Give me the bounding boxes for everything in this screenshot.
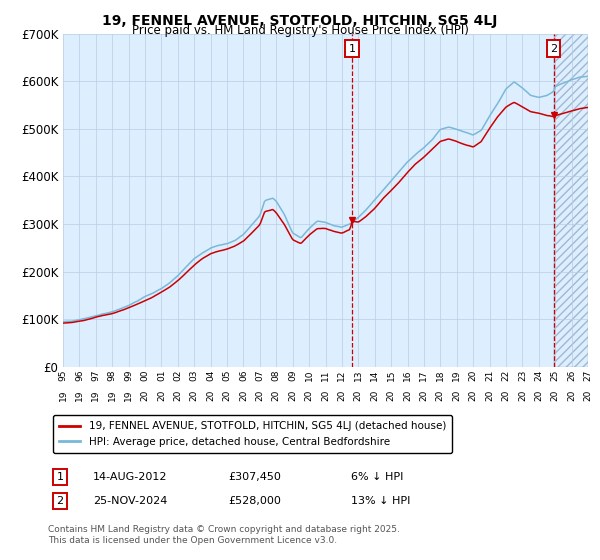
Text: 10: 10 bbox=[305, 370, 314, 381]
Text: 20: 20 bbox=[386, 389, 395, 400]
Text: 07: 07 bbox=[256, 370, 265, 381]
Text: 17: 17 bbox=[419, 370, 428, 381]
Text: 11: 11 bbox=[321, 370, 330, 381]
Text: 19: 19 bbox=[91, 389, 100, 401]
Text: 27: 27 bbox=[583, 370, 593, 381]
Text: 20: 20 bbox=[337, 389, 346, 400]
Text: 20: 20 bbox=[469, 370, 478, 381]
Text: 20: 20 bbox=[272, 389, 281, 400]
Text: 20: 20 bbox=[157, 389, 166, 400]
Text: 19: 19 bbox=[75, 389, 84, 401]
Text: 20: 20 bbox=[206, 389, 215, 400]
Text: 20: 20 bbox=[502, 389, 511, 400]
Text: 21: 21 bbox=[485, 370, 494, 381]
Text: 20: 20 bbox=[140, 389, 149, 400]
Text: 04: 04 bbox=[206, 370, 215, 381]
Text: 23: 23 bbox=[518, 370, 527, 381]
Text: 22: 22 bbox=[502, 370, 511, 381]
Text: 20: 20 bbox=[518, 389, 527, 400]
Text: 06: 06 bbox=[239, 370, 248, 381]
Text: 19: 19 bbox=[124, 389, 133, 401]
Text: 20: 20 bbox=[370, 389, 379, 400]
Text: 14-AUG-2012: 14-AUG-2012 bbox=[93, 472, 167, 482]
Text: 12: 12 bbox=[337, 370, 346, 381]
Text: 15: 15 bbox=[386, 370, 395, 381]
Text: 20: 20 bbox=[403, 389, 412, 400]
Text: 20: 20 bbox=[354, 389, 363, 400]
Text: 20: 20 bbox=[173, 389, 182, 400]
Text: 95: 95 bbox=[59, 370, 67, 381]
Text: 19: 19 bbox=[452, 370, 461, 381]
Text: 97: 97 bbox=[91, 370, 100, 381]
Text: 25-NOV-2024: 25-NOV-2024 bbox=[93, 496, 167, 506]
Text: £528,000: £528,000 bbox=[228, 496, 281, 506]
Text: 20: 20 bbox=[485, 389, 494, 400]
Text: 20: 20 bbox=[534, 389, 543, 400]
Text: 20: 20 bbox=[551, 389, 560, 400]
Text: 2: 2 bbox=[550, 44, 557, 54]
Text: 20: 20 bbox=[436, 389, 445, 400]
Text: 1: 1 bbox=[349, 44, 356, 54]
Text: 20: 20 bbox=[190, 389, 199, 400]
Text: 98: 98 bbox=[108, 370, 117, 381]
Text: 26: 26 bbox=[567, 370, 576, 381]
Text: 20: 20 bbox=[452, 389, 461, 400]
Text: 02: 02 bbox=[173, 370, 182, 381]
Text: Price paid vs. HM Land Registry's House Price Index (HPI): Price paid vs. HM Land Registry's House … bbox=[131, 24, 469, 36]
Text: 20: 20 bbox=[239, 389, 248, 400]
Bar bbox=[352, 34, 588, 367]
Text: 2: 2 bbox=[56, 496, 64, 506]
Text: 08: 08 bbox=[272, 370, 281, 381]
Text: 20: 20 bbox=[288, 389, 297, 400]
Text: 13: 13 bbox=[354, 370, 363, 381]
Text: 6% ↓ HPI: 6% ↓ HPI bbox=[351, 472, 403, 482]
Text: 24: 24 bbox=[534, 370, 543, 381]
Text: 20: 20 bbox=[321, 389, 330, 400]
Text: £307,450: £307,450 bbox=[228, 472, 281, 482]
Text: 03: 03 bbox=[190, 370, 199, 381]
Text: 19: 19 bbox=[59, 389, 67, 401]
Text: Contains HM Land Registry data © Crown copyright and database right 2025.
This d: Contains HM Land Registry data © Crown c… bbox=[48, 525, 400, 545]
Text: 05: 05 bbox=[223, 370, 232, 381]
Text: 00: 00 bbox=[140, 370, 149, 381]
Text: 20: 20 bbox=[223, 389, 232, 400]
Text: 18: 18 bbox=[436, 370, 445, 381]
Text: 14: 14 bbox=[370, 370, 379, 381]
Text: 19: 19 bbox=[108, 389, 117, 401]
Text: 20: 20 bbox=[419, 389, 428, 400]
Bar bbox=[554, 34, 588, 367]
Text: 09: 09 bbox=[288, 370, 297, 381]
Text: 20: 20 bbox=[305, 389, 314, 400]
Text: 99: 99 bbox=[124, 370, 133, 381]
Text: 20: 20 bbox=[567, 389, 576, 400]
Legend: 19, FENNEL AVENUE, STOTFOLD, HITCHIN, SG5 4LJ (detached house), HPI: Average pri: 19, FENNEL AVENUE, STOTFOLD, HITCHIN, SG… bbox=[53, 415, 452, 453]
Text: 16: 16 bbox=[403, 370, 412, 381]
Text: 01: 01 bbox=[157, 370, 166, 381]
Text: 20: 20 bbox=[583, 389, 593, 400]
Text: 13% ↓ HPI: 13% ↓ HPI bbox=[351, 496, 410, 506]
Text: 20: 20 bbox=[469, 389, 478, 400]
Text: 1: 1 bbox=[56, 472, 64, 482]
Text: 19, FENNEL AVENUE, STOTFOLD, HITCHIN, SG5 4LJ: 19, FENNEL AVENUE, STOTFOLD, HITCHIN, SG… bbox=[103, 14, 497, 28]
Text: 25: 25 bbox=[551, 370, 560, 381]
Text: 96: 96 bbox=[75, 370, 84, 381]
Text: 20: 20 bbox=[256, 389, 265, 400]
